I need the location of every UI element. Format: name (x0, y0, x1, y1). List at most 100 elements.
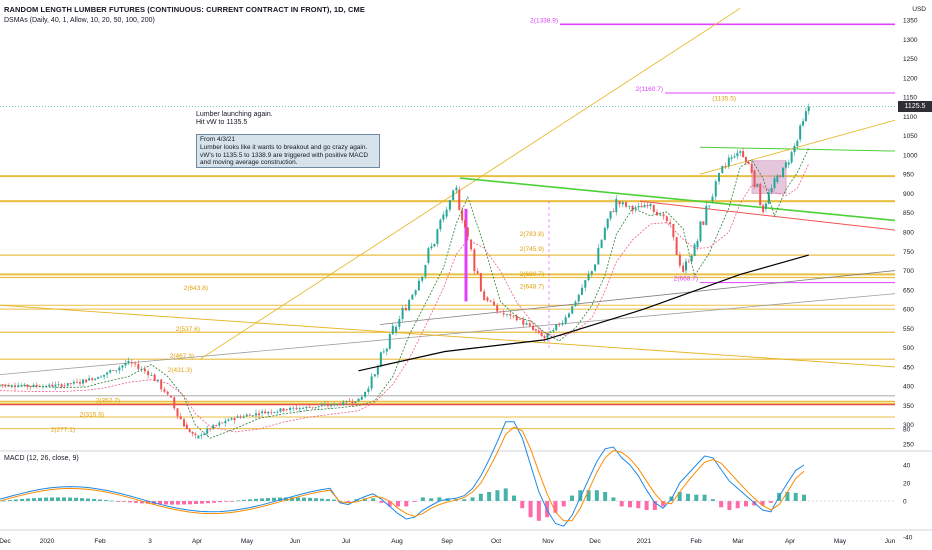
macd-tick-label-0: -40 (903, 535, 913, 542)
candle-body (646, 205, 649, 207)
macd-hist-bar (528, 501, 533, 518)
candle-body (183, 419, 186, 427)
macd-line (0, 421, 805, 527)
candle-body (439, 219, 442, 230)
candle-body (311, 407, 314, 409)
candle-body (364, 391, 367, 397)
candle-body (258, 413, 261, 416)
candle-body (682, 265, 685, 272)
macd-hist-bar (570, 495, 574, 501)
candle-body (156, 379, 159, 381)
trend-line-red (639, 200, 896, 231)
note-box[interactable]: From 4/3/21 Lumber looks like it wants t… (196, 134, 380, 168)
candle-body (163, 389, 166, 392)
candle-body (254, 413, 257, 416)
y-tick-label-14: 950 (903, 172, 914, 179)
candle-body (292, 407, 295, 409)
candle-body (787, 162, 790, 165)
candle-body (75, 381, 78, 383)
macd-hist-bar (686, 493, 690, 501)
candle-body (85, 379, 88, 383)
candle-body (759, 183, 762, 206)
trend-line-green (459, 177, 896, 222)
macd-hist-bar (206, 501, 210, 504)
candle-body (793, 146, 796, 153)
macd-hist-bar (603, 492, 608, 501)
candle-body (251, 415, 254, 417)
candle-body (270, 411, 273, 413)
candle-body (587, 274, 590, 281)
candle-body (130, 362, 133, 364)
fib-label-7: 2(467.3) (170, 353, 194, 360)
candle-body (455, 187, 458, 191)
macd-hist-bar (224, 501, 228, 502)
indicator-label[interactable]: DSMAs (Daily, 40, 1, Allow, 10, 20, 50, … (4, 17, 155, 24)
candle-body (35, 384, 38, 387)
candle-body (603, 228, 606, 240)
macd-hist-bar (702, 494, 707, 501)
macd-hist-bar (628, 501, 632, 508)
candle-body (804, 111, 807, 122)
candle-body (66, 383, 69, 386)
candle-body (685, 261, 688, 271)
candle-body (160, 379, 163, 390)
candle-body (776, 175, 779, 182)
candle-body (489, 300, 492, 302)
macd-hist-bar (677, 492, 682, 501)
macd-hist-bar (14, 499, 18, 501)
candle-body (552, 329, 555, 332)
note-launching[interactable]: Lumber launching again. Hit vW to 1135.5 (196, 111, 273, 126)
x-tick-label-1: 2020 (40, 538, 55, 545)
candle-body (209, 428, 212, 430)
candle-body (466, 227, 469, 237)
y-tick-label-8: 650 (903, 287, 914, 294)
x-tick-label-5: May (241, 538, 254, 545)
candle-body (669, 222, 672, 224)
candle-body (63, 385, 66, 387)
candle-body (424, 265, 427, 277)
y-tick-label-10: 750 (903, 249, 914, 256)
signal-line (0, 426, 805, 522)
macd-hist-bar (164, 501, 168, 505)
candle-body (470, 239, 473, 250)
candle-body (537, 330, 540, 333)
candle-body (519, 318, 522, 320)
candle-body (345, 401, 348, 403)
y-tick-label-5: 500 (903, 345, 914, 352)
candle-body (739, 151, 742, 153)
candle-body (169, 395, 172, 398)
candle-body (121, 365, 124, 368)
x-tick-label-17: May (834, 538, 847, 545)
candle-body (348, 401, 351, 403)
candle-body (245, 414, 248, 417)
candle-body (473, 249, 476, 272)
candle-body (779, 175, 782, 177)
candle-body (385, 348, 388, 352)
candle-body (461, 210, 464, 221)
candle-body (796, 140, 799, 147)
macd-hist-bar (429, 498, 434, 501)
macd-hist-bar (536, 501, 541, 521)
candle-body (662, 214, 665, 217)
y-tick-label-20: 1250 (903, 56, 918, 63)
candle-body (279, 408, 282, 412)
macd-hist-bar (387, 501, 392, 507)
candle-body (94, 378, 97, 380)
candle-body (499, 311, 502, 313)
macd-hist-bar (56, 497, 60, 501)
macd-hist-bar (8, 500, 12, 501)
macd-hist-bar (636, 501, 641, 509)
macd-label[interactable]: MACD (12, 26, close, 9) (4, 455, 79, 462)
candle-body (421, 276, 424, 281)
macd-hist-bar (62, 497, 66, 501)
candle-body (289, 407, 292, 410)
macd-tick-label-4: 80 (903, 427, 911, 434)
candle-body (97, 377, 100, 379)
candle-body (88, 378, 91, 381)
macd-hist-bar (212, 501, 216, 503)
candle-body (564, 317, 567, 324)
macd-hist-bar (128, 501, 132, 503)
candle-body (708, 205, 711, 207)
candle-body (436, 229, 439, 244)
